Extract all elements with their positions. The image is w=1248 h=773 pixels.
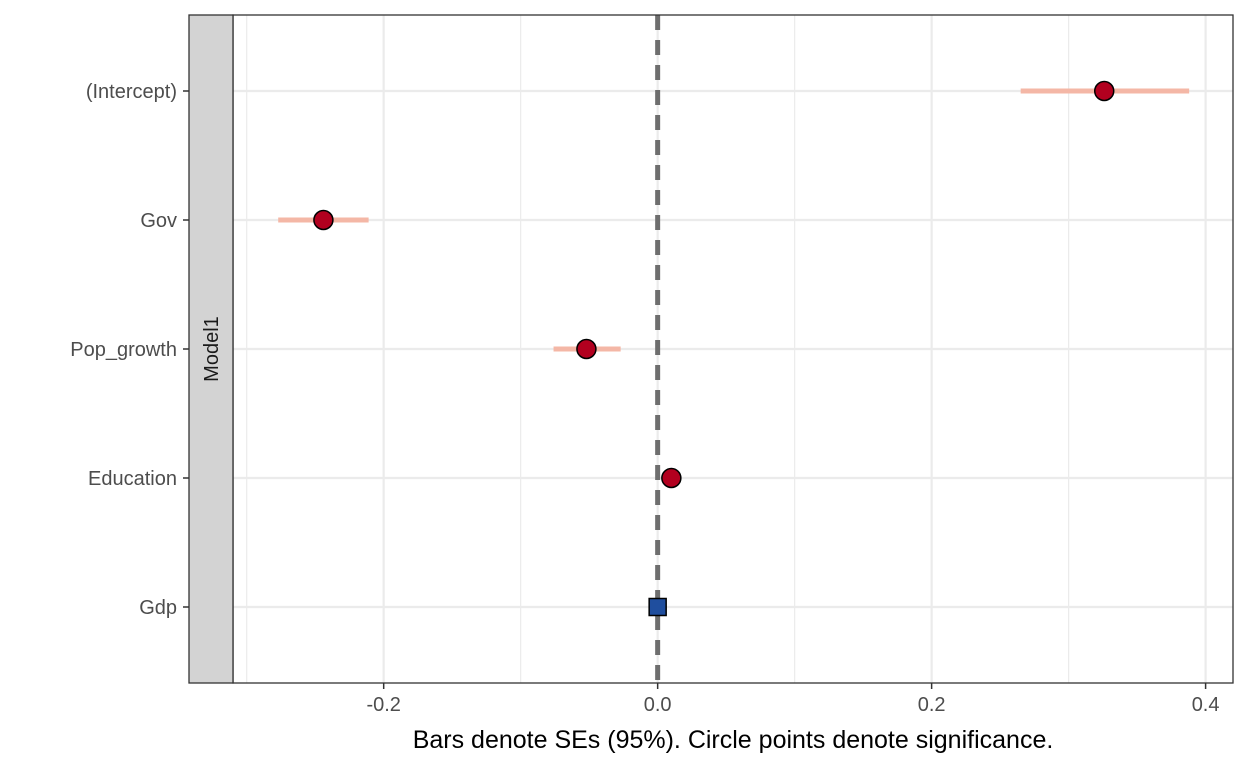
x-tick-label: 0.2 (918, 694, 946, 716)
facet-strip (188, 14, 234, 684)
y-tick-label-gov: Gov (140, 210, 177, 232)
grid-layer (233, 15, 1233, 683)
y-axis-ticks: (Intercept) Gov Pop_growth Education Gdp (70, 81, 189, 619)
y-tick-label-intercept: (Intercept) (86, 81, 177, 103)
facet-strip-label: Model1 (201, 316, 223, 382)
x-axis-ticks: -0.2 0.0 0.2 0.4 (366, 683, 1220, 716)
x-tick-label: 0.4 (1192, 694, 1220, 716)
point-pop-growth (576, 338, 597, 360)
point-gov (313, 209, 334, 231)
x-tick-label: -0.2 (366, 694, 400, 716)
point-layer (313, 80, 1115, 617)
y-tick-label-education: Education (88, 468, 177, 490)
point-education (661, 467, 682, 489)
x-tick-label: 0.0 (644, 694, 672, 716)
point-gdp (648, 597, 667, 617)
y-tick-label-pop-growth: Pop_growth (70, 339, 177, 361)
error-bar-layer (278, 88, 1190, 481)
y-tick-label-gdp: Gdp (139, 597, 177, 619)
point-intercept (1093, 80, 1115, 102)
x-axis-title: Bars denote SEs (95%). Circle points den… (413, 726, 1054, 754)
